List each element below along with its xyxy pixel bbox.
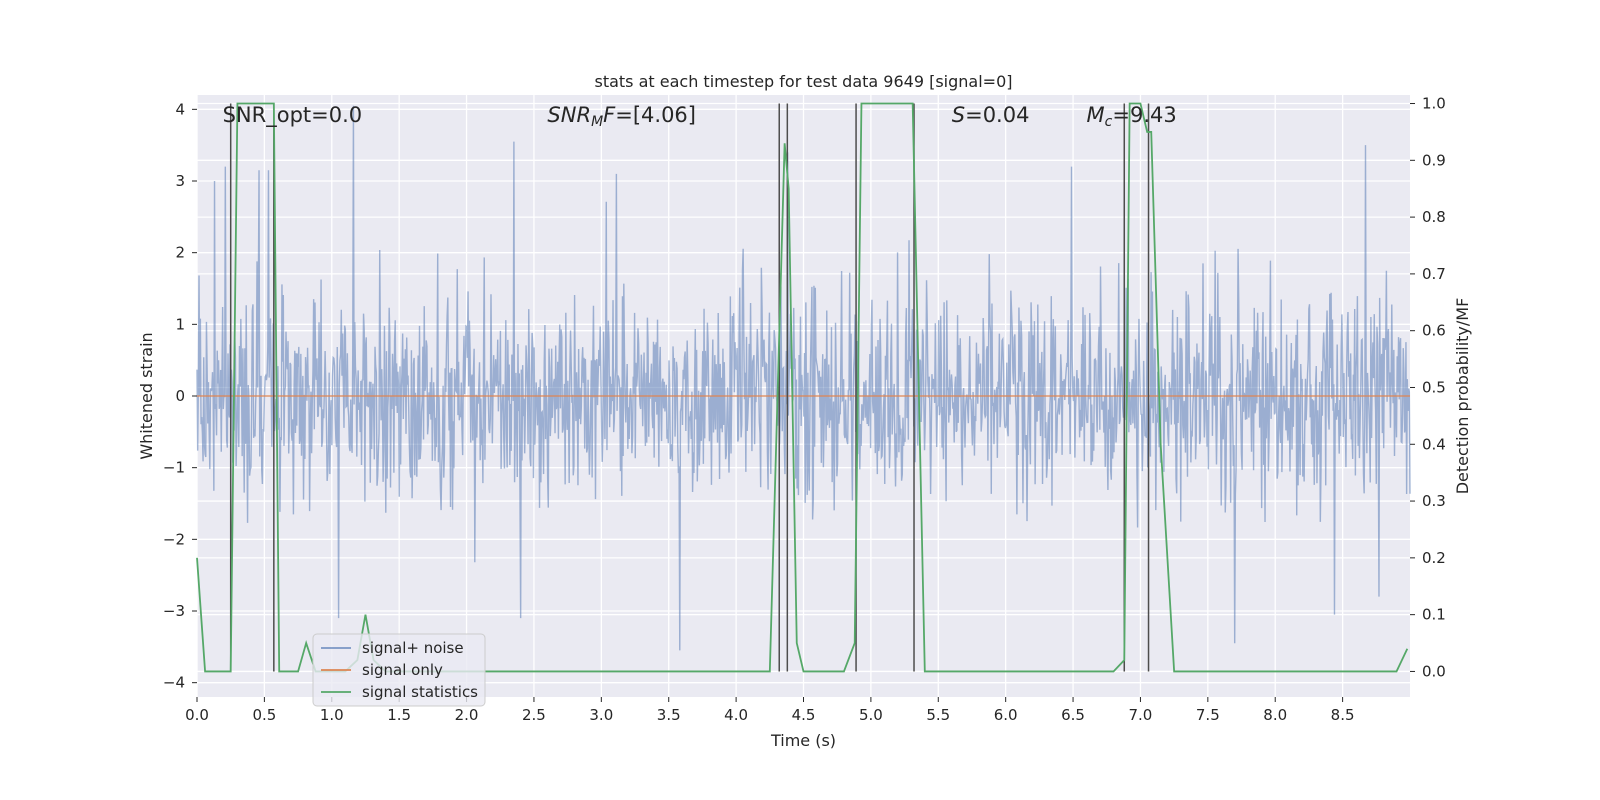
x-tick-label: 2.0 (455, 706, 479, 724)
legend-box (312, 633, 486, 707)
x-tick-label: 5.5 (926, 706, 950, 724)
y-tick-label: −1 (163, 459, 185, 477)
y2-tick-label: 0.9 (1422, 151, 1446, 169)
annotation-snr-mf-value: =[4.06] (615, 103, 696, 127)
y-axis-label: Whitened strain (137, 332, 156, 459)
x-tick-label: 1.0 (320, 706, 344, 724)
x-tick-label: 3.5 (657, 706, 681, 724)
y-tick-label: 4 (175, 100, 185, 118)
annotation-snr-mf: SNRMF=[4.06] (547, 103, 696, 130)
chart-title: stats at each timestep for test data 964… (594, 72, 1012, 91)
y-tick-label: −2 (163, 530, 185, 548)
annotation-snr-mf-sub: M (591, 114, 603, 130)
annotation-mc: Mc=9.43 (1087, 103, 1177, 130)
annotation-mc-sub: c (1105, 114, 1113, 130)
y2-tick-label: 0.0 (1422, 662, 1446, 680)
x-tick-label: 3.0 (589, 706, 613, 724)
annotation-mc-main: M (1087, 103, 1105, 127)
y-tick-label: 1 (175, 315, 185, 333)
y2-tick-label: 0.5 (1422, 378, 1446, 396)
y2-tick-label: 0.3 (1422, 492, 1446, 510)
annotation-s: S=0.04 (952, 103, 1030, 127)
signal-statistics-line (196, 102, 1409, 673)
y2-tick-label: 0.6 (1422, 322, 1446, 340)
signal-noise-line (196, 105, 1411, 651)
x-tick-label: 1.5 (387, 706, 411, 724)
signal-statistics-series (196, 102, 1409, 673)
x-tick-label: 8.0 (1263, 706, 1287, 724)
x-tick-label: 7.0 (1129, 706, 1153, 724)
annotation-snr-mf-main: SNR (547, 103, 591, 127)
y2-axis-label: Detection probability/MF (1453, 298, 1472, 495)
x-tick-label: 6.0 (994, 706, 1018, 724)
annotation-mc-value: =9.43 (1112, 103, 1176, 127)
y2-tick-label: 1.0 (1422, 95, 1446, 113)
x-tick-label: 2.5 (522, 706, 546, 724)
y2-tick-label: 0.8 (1422, 208, 1446, 226)
annotation-s-value: =0.04 (965, 103, 1029, 127)
annotation-s-main: S (952, 103, 965, 127)
y2-tick-label: 0.2 (1422, 549, 1446, 567)
x-axis-label: Time (s) (770, 731, 836, 750)
x-tick-label: 0.5 (252, 706, 276, 724)
x-tick-label: 0.0 (185, 706, 209, 724)
y-tick-label: −4 (163, 674, 185, 692)
x-tick-label: 6.5 (1061, 706, 1085, 724)
legend-label-signal-only: signal only (362, 661, 443, 679)
legend-label-signal-noise: signal+ noise (362, 639, 464, 657)
signal-noise-series (196, 105, 1411, 651)
y-tick-label: 0 (175, 387, 185, 405)
axes: 0.0 0.5 1.0 1.5 2.0 2.5 3.0 3.5 4.0 4.5 5.0 5.5 6.0 6… (163, 95, 1446, 724)
x-tick-label: 7.5 (1196, 706, 1220, 724)
x-tick-label: 5.0 (859, 706, 883, 724)
x-tick-label: 8.5 (1331, 706, 1355, 724)
legend-label-signal-statistics: signal statistics (362, 683, 478, 701)
annotation-snr-mf-f: F (603, 103, 616, 127)
y-tick-label: 2 (175, 244, 185, 262)
y-tick-label: −3 (163, 602, 185, 620)
y-tick-label: 3 (175, 172, 185, 190)
legend: signal+ noise signal only signal statist… (312, 633, 486, 707)
y2-tick-label: 0.1 (1422, 606, 1446, 624)
x-tick-label: 4.0 (724, 706, 748, 724)
x-tick-label: 4.5 (792, 706, 816, 724)
y2-tick-label: 0.4 (1422, 435, 1446, 453)
annotation-snr-opt: SNR_opt=0.0 (223, 103, 363, 128)
y2-tick-label: 0.7 (1422, 265, 1446, 283)
